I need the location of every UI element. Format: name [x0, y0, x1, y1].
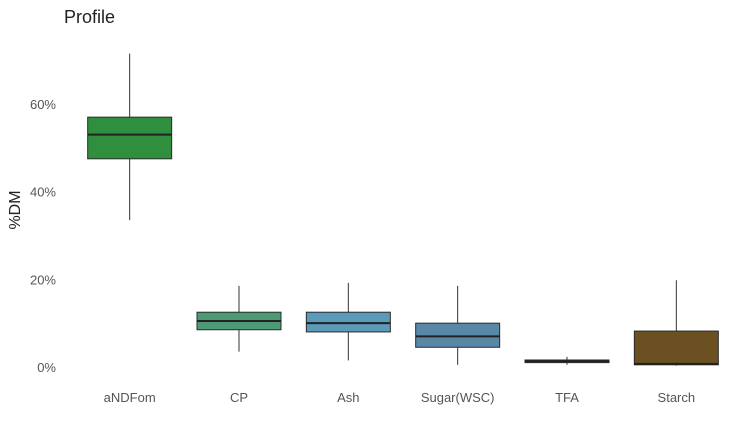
x-tick-label: aNDFom [104, 390, 156, 405]
x-axis-tick-labels: aNDFom CP Ash Sugar(WSC) TFA Starch [104, 390, 695, 405]
box-series [87, 53, 719, 366]
x-tick-label: Sugar(WSC) [421, 390, 495, 405]
box-group [415, 285, 501, 365]
box-group [196, 285, 282, 352]
box-rect [415, 322, 501, 348]
y-tick-label: 20% [30, 272, 56, 287]
box-rect [633, 330, 719, 366]
box-group [524, 356, 610, 365]
box-group [87, 53, 173, 221]
x-tick-label: Starch [658, 390, 696, 405]
y-tick-label: 40% [30, 185, 56, 200]
x-tick-label: Ash [337, 390, 359, 405]
x-tick-label: CP [230, 390, 248, 405]
y-axis-tick-labels: 0% 20% 40% 60% [30, 97, 56, 375]
x-tick-label: TFA [555, 390, 579, 405]
box-group [633, 280, 719, 366]
box-rect [87, 116, 173, 160]
y-tick-label: 60% [30, 97, 56, 112]
box-rect [305, 311, 391, 333]
y-tick-label: 0% [37, 360, 56, 375]
chart-title: Profile [64, 7, 115, 27]
y-axis-label: %DM [7, 190, 24, 229]
box-group [305, 282, 391, 361]
